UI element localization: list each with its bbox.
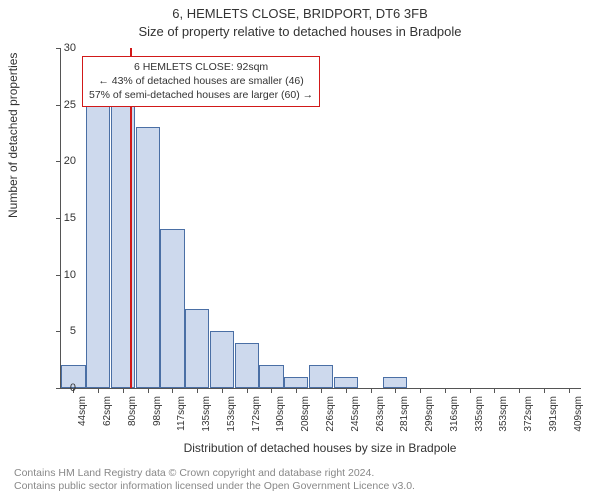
x-tick-label: 98sqm [152,396,163,446]
annotation-line: 6 HEMLETS CLOSE: 92sqm [89,60,313,74]
x-tick-label: 353sqm [498,396,509,446]
y-tick-label: 5 [46,325,76,337]
x-tick-label: 299sqm [424,396,435,446]
histogram-bar [210,331,234,388]
histogram-bar [160,229,184,388]
x-tick-label: 62sqm [102,396,113,446]
x-tick-mark [271,388,272,393]
annotation-line: 57% of semi-detached houses are larger (… [89,88,313,102]
histogram-bar [284,377,308,388]
x-tick-label: 245sqm [350,396,361,446]
x-tick-label: 44sqm [77,396,88,446]
x-tick-mark [148,388,149,393]
x-tick-label: 335sqm [474,396,485,446]
histogram-bar [136,127,160,388]
x-tick-label: 190sqm [275,396,286,446]
x-tick-label: 409sqm [573,396,584,446]
x-tick-label: 263sqm [375,396,386,446]
y-tick-label: 25 [46,99,76,111]
y-tick-label: 30 [46,42,76,54]
chart-title-line1: 6, HEMLETS CLOSE, BRIDPORT, DT6 3FB [0,6,600,21]
x-tick-mark [346,388,347,393]
x-tick-mark [420,388,421,393]
x-tick-label: 316sqm [449,396,460,446]
x-tick-mark [321,388,322,393]
x-tick-mark [395,388,396,393]
x-tick-label: 172sqm [251,396,262,446]
annotation-box: 6 HEMLETS CLOSE: 92sqm← 43% of detached … [82,56,320,107]
x-tick-mark [222,388,223,393]
y-axis-label: Number of detached properties [6,53,20,218]
x-tick-mark [197,388,198,393]
x-tick-label: 80sqm [127,396,138,446]
y-tick-label: 10 [46,269,76,281]
x-tick-mark [296,388,297,393]
x-tick-mark [470,388,471,393]
footer-line2: Contains public sector information licen… [14,480,415,494]
histogram-bar [86,105,110,388]
histogram-bar [309,365,333,388]
footer-line1: Contains HM Land Registry data © Crown c… [14,467,415,481]
x-tick-label: 208sqm [300,396,311,446]
histogram-bar [334,377,358,388]
x-tick-mark [519,388,520,393]
y-tick-label: 0 [46,382,76,394]
x-tick-mark [494,388,495,393]
histogram-bar [383,377,407,388]
x-tick-mark [544,388,545,393]
x-tick-label: 281sqm [399,396,410,446]
x-tick-label: 135sqm [201,396,212,446]
x-tick-label: 226sqm [325,396,336,446]
chart-container: 6, HEMLETS CLOSE, BRIDPORT, DT6 3FB Size… [0,0,600,500]
x-tick-mark [123,388,124,393]
annotation-line: ← 43% of detached houses are smaller (46… [89,74,313,88]
x-tick-label: 117sqm [176,396,187,446]
x-tick-label: 372sqm [523,396,534,446]
histogram-bar [259,365,283,388]
x-tick-mark [445,388,446,393]
x-tick-label: 391sqm [548,396,559,446]
histogram-bar [235,343,259,388]
x-tick-mark [371,388,372,393]
x-tick-mark [247,388,248,393]
footer-attribution: Contains HM Land Registry data © Crown c… [14,467,415,494]
x-tick-label: 153sqm [226,396,237,446]
x-tick-mark [172,388,173,393]
y-tick-label: 15 [46,212,76,224]
x-tick-mark [98,388,99,393]
chart-title-line2: Size of property relative to detached ho… [0,24,600,39]
x-tick-mark [569,388,570,393]
histogram-bar [185,309,209,388]
y-tick-label: 20 [46,155,76,167]
